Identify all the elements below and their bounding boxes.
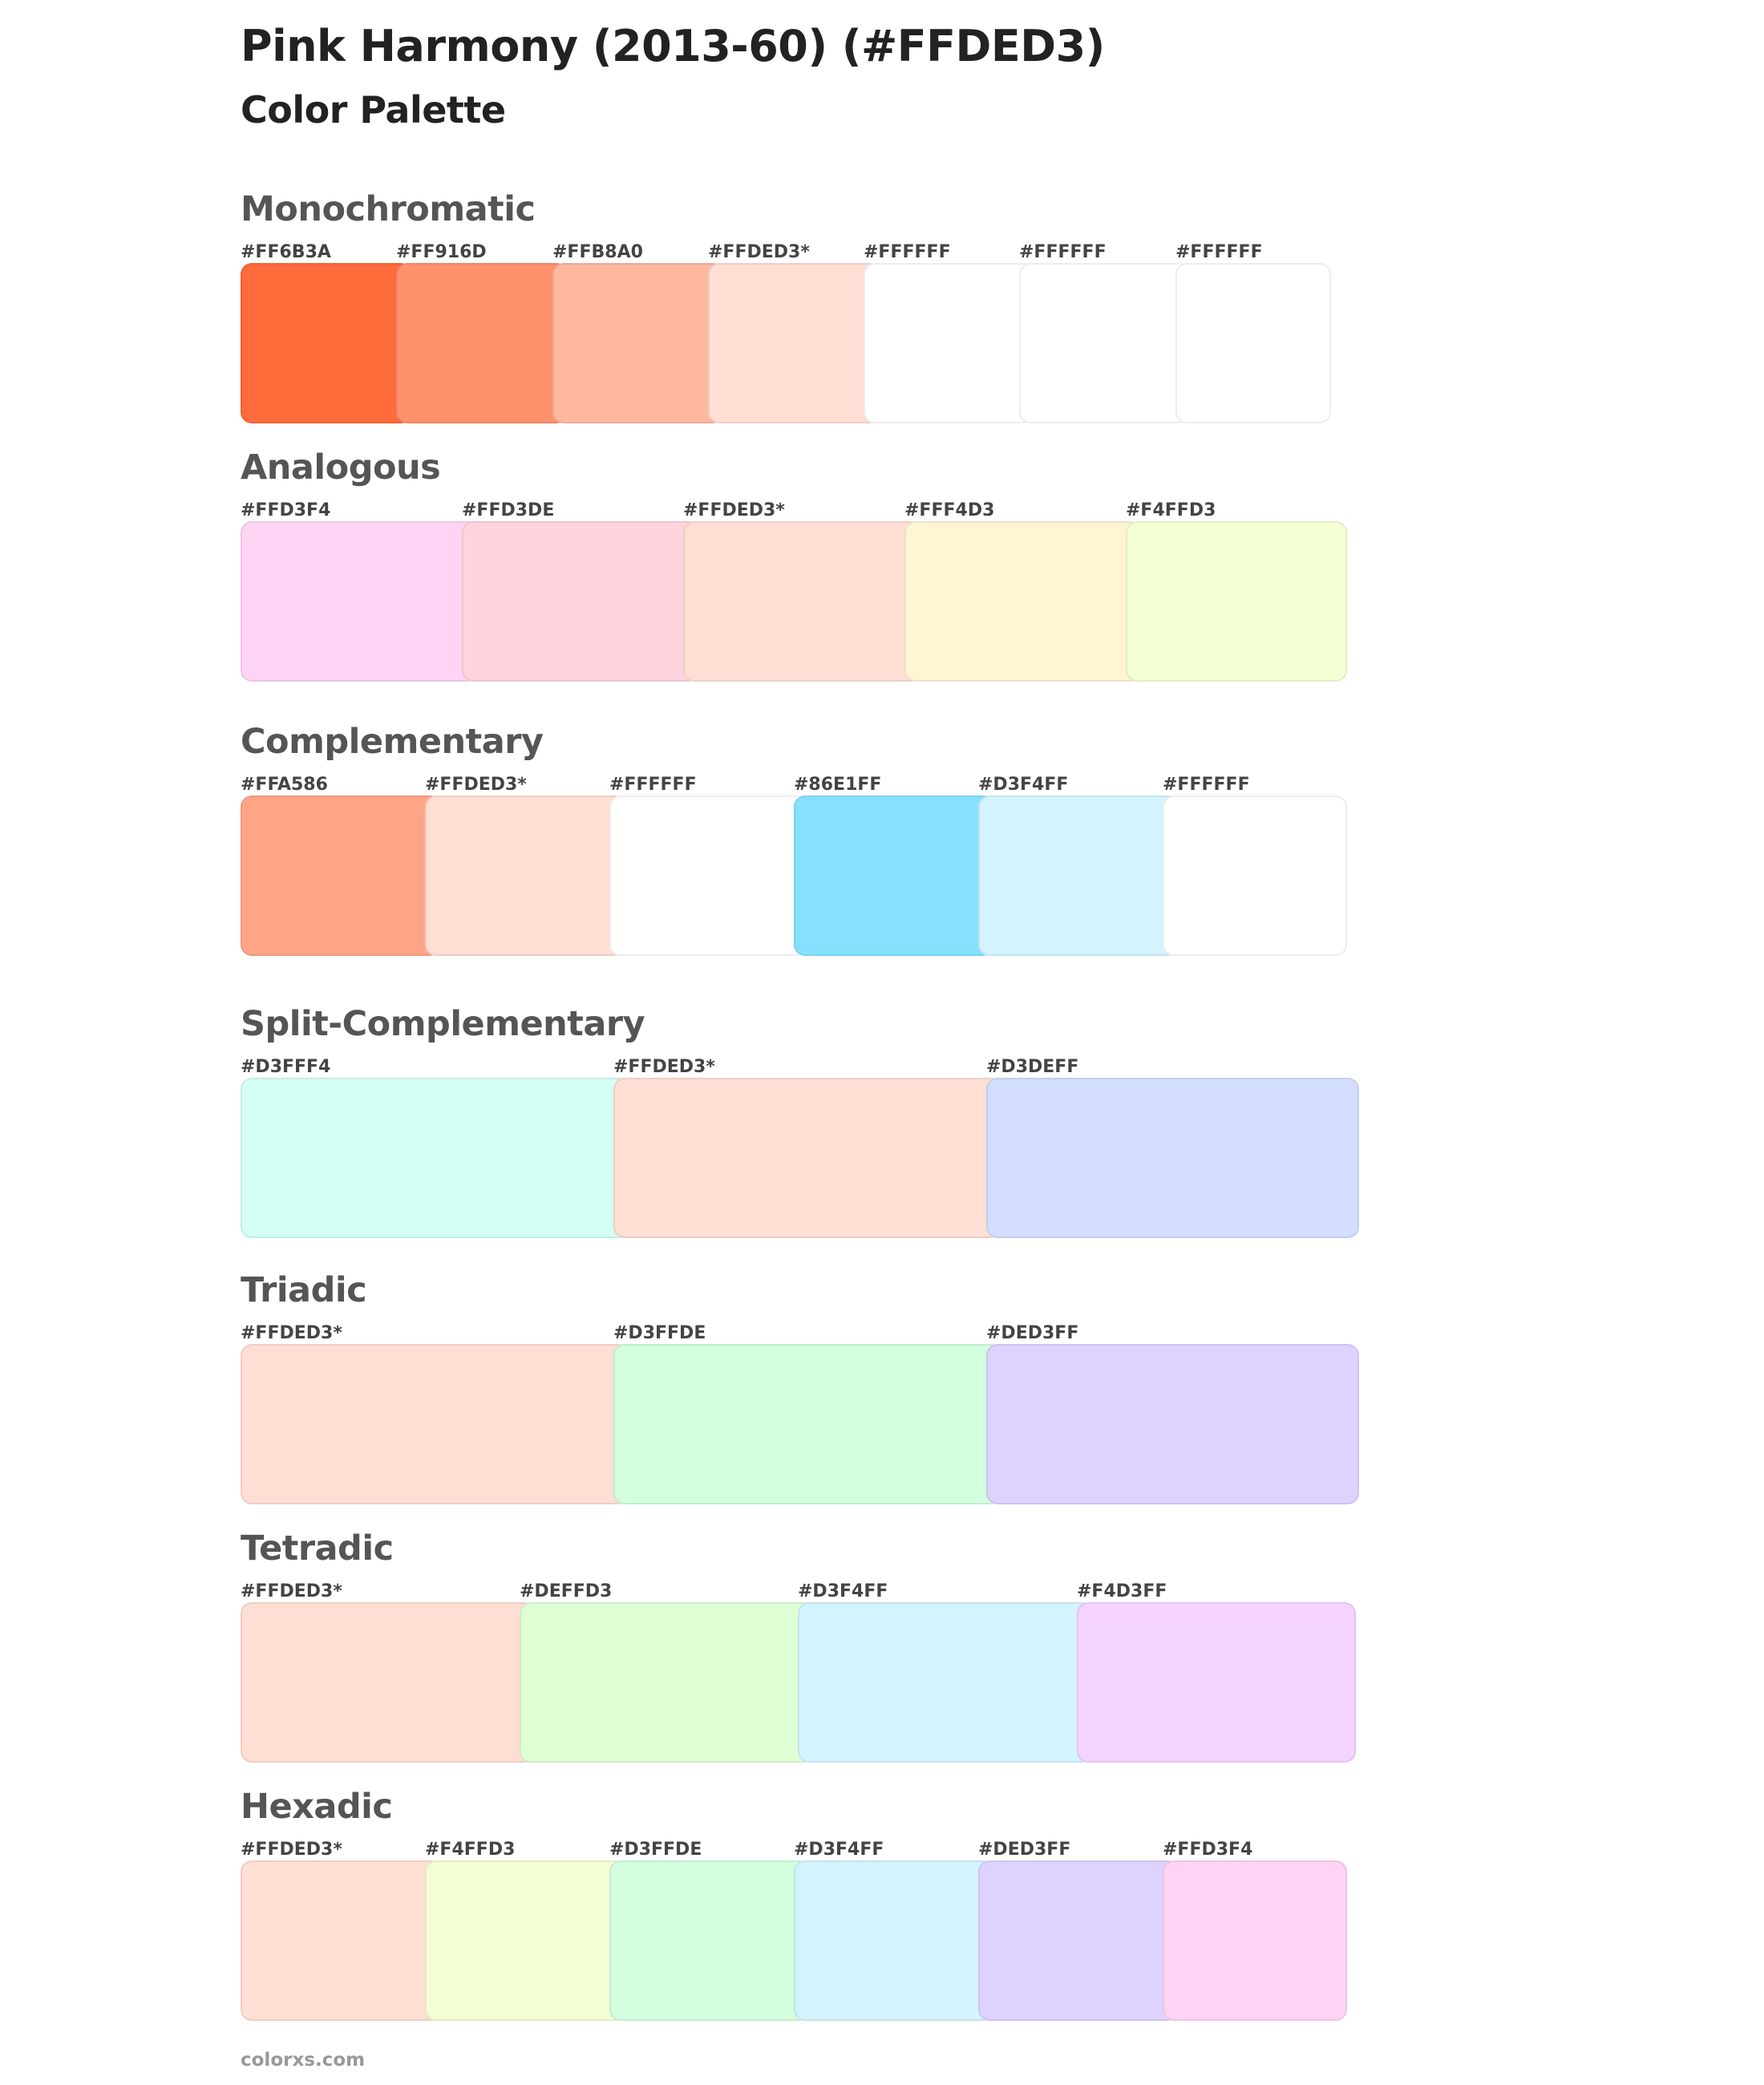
monochromatic-hex-label: #FFFFFF	[1175, 242, 1263, 262]
split-complementary-color-swatch[interactable]	[986, 1078, 1359, 1238]
triadic-section-title: Triadic	[241, 1270, 367, 1310]
split-complementary-section-title: Split-Complementary	[241, 1004, 645, 1044]
complementary-hex-label: #FFFFFF	[609, 775, 697, 795]
tetradic-hex-label: #F4D3FF	[1077, 1581, 1167, 1601]
analogous-hex-label: #FFF4D3	[904, 500, 995, 520]
monochromatic-hex-label: #FFB8A0	[552, 242, 643, 262]
analogous-hex-label: #FFDED3*	[683, 500, 785, 520]
triadic-hex-label: #D3FFDE	[613, 1323, 706, 1343]
monochromatic-color-swatch[interactable]	[552, 263, 724, 423]
hexadic-color-swatch[interactable]	[241, 1860, 441, 2021]
analogous-color-swatch[interactable]	[241, 521, 478, 682]
triadic-hex-label: #FFDED3*	[241, 1323, 342, 1343]
complementary-hex-label: #FFA586	[241, 775, 328, 795]
analogous-hex-label: #FFD3F4	[241, 500, 331, 520]
complementary-color-swatch[interactable]	[1163, 796, 1347, 956]
split-complementary-hex-label: #D3FFF4	[241, 1057, 331, 1077]
complementary-color-swatch[interactable]	[241, 796, 441, 956]
triadic-color-swatch[interactable]	[613, 1344, 1002, 1504]
tetradic-section-title: Tetradic	[241, 1528, 394, 1569]
monochromatic-hex-label: #FF916D	[396, 242, 487, 262]
split-complementary-hex-label: #D3DEFF	[986, 1057, 1079, 1077]
complementary-color-swatch[interactable]	[609, 796, 810, 956]
complementary-color-swatch[interactable]	[425, 796, 625, 956]
complementary-hex-label: #FFFFFF	[1163, 775, 1250, 795]
split-complementary-hex-label: #FFDED3*	[613, 1057, 715, 1077]
tetradic-hex-label: #FFDED3*	[241, 1581, 342, 1601]
tetradic-color-swatch[interactable]	[1077, 1602, 1356, 1763]
complementary-hex-label: #FFDED3*	[425, 775, 527, 795]
monochromatic-color-swatch[interactable]	[1019, 263, 1191, 423]
split-complementary-color-swatch[interactable]	[613, 1078, 1002, 1238]
monochromatic-color-swatch[interactable]	[864, 263, 1035, 423]
complementary-color-swatch[interactable]	[978, 796, 1179, 956]
monochromatic-color-swatch[interactable]	[241, 263, 412, 423]
page-subtitle: Color Palette	[241, 88, 506, 132]
monochromatic-hex-label: #FFFFFF	[864, 242, 951, 262]
hexadic-color-swatch[interactable]	[609, 1860, 810, 2021]
hexadic-hex-label: #D3F4FF	[794, 1840, 884, 1860]
analogous-section-title: Analogous	[241, 447, 441, 488]
hexadic-color-swatch[interactable]	[1163, 1860, 1347, 2021]
analogous-hex-label: #FFD3DE	[462, 500, 555, 520]
complementary-hex-label: #D3F4FF	[978, 775, 1069, 795]
analogous-hex-label: #F4FFD3	[1126, 500, 1216, 520]
hexadic-color-swatch[interactable]	[978, 1860, 1179, 2021]
monochromatic-color-swatch[interactable]	[708, 263, 880, 423]
hexadic-hex-label: #FFDED3*	[241, 1840, 342, 1860]
monochromatic-color-swatch[interactable]	[1175, 263, 1331, 423]
tetradic-color-swatch[interactable]	[798, 1602, 1093, 1763]
hexadic-hex-label: #FFD3F4	[1163, 1840, 1253, 1860]
complementary-section-title: Complementary	[241, 722, 544, 762]
hexadic-hex-label: #F4FFD3	[425, 1840, 516, 1860]
tetradic-hex-label: #DEFFD3	[520, 1581, 613, 1601]
monochromatic-section-title: Monochromatic	[241, 189, 536, 229]
analogous-color-swatch[interactable]	[462, 521, 699, 682]
analogous-color-swatch[interactable]	[904, 521, 1142, 682]
hexadic-color-swatch[interactable]	[794, 1860, 994, 2021]
hexadic-hex-label: #D3FFDE	[609, 1840, 702, 1860]
triadic-hex-label: #DED3FF	[986, 1323, 1079, 1343]
page-title: Pink Harmony (2013-60) (#FFDED3)	[241, 21, 1105, 71]
hexadic-hex-label: #DED3FF	[978, 1840, 1071, 1860]
analogous-color-swatch[interactable]	[1126, 521, 1347, 682]
triadic-color-swatch[interactable]	[241, 1344, 629, 1504]
complementary-hex-label: #86E1FF	[794, 775, 882, 795]
tetradic-color-swatch[interactable]	[520, 1602, 815, 1763]
hexadic-color-swatch[interactable]	[425, 1860, 625, 2021]
tetradic-color-swatch[interactable]	[241, 1602, 536, 1763]
tetradic-hex-label: #D3F4FF	[798, 1581, 888, 1601]
hexadic-section-title: Hexadic	[241, 1787, 393, 1827]
complementary-color-swatch[interactable]	[794, 796, 994, 956]
analogous-color-swatch[interactable]	[683, 521, 920, 682]
site-footer[interactable]: colorxs.com	[241, 2050, 366, 2071]
monochromatic-hex-label: #FFDED3*	[708, 242, 810, 262]
split-complementary-color-swatch[interactable]	[241, 1078, 629, 1238]
monochromatic-color-swatch[interactable]	[396, 263, 568, 423]
monochromatic-hex-label: #FFFFFF	[1019, 242, 1107, 262]
triadic-color-swatch[interactable]	[986, 1344, 1359, 1504]
monochromatic-hex-label: #FF6B3A	[241, 242, 331, 262]
